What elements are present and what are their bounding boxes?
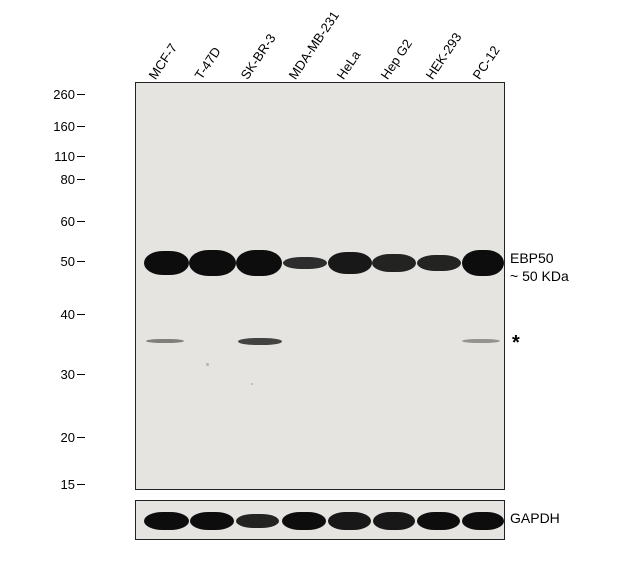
mw-tick: 60 [61,214,85,229]
noise-speck [251,383,253,385]
lane-label: SK-BR-3 [238,31,279,82]
mw-tick: 80 [61,172,85,187]
gapdh-band [190,512,234,530]
gapdh-band [236,514,279,528]
mw-tick-label: 160 [53,119,75,134]
nonspecific-band [146,339,184,343]
mw-tick-dash [77,156,85,157]
mw-tick-label: 20 [61,430,75,445]
ebp50-band [417,255,461,271]
ebp50-band [372,254,416,272]
mw-tick: 15 [61,477,85,492]
mw-tick-dash [77,179,85,180]
nonspecific-band [238,338,282,345]
mw-tick-dash [77,261,85,262]
gapdh-band [417,512,460,530]
mw-tick-label: 260 [53,87,75,102]
mw-tick: 40 [61,307,85,322]
mw-tick-dash [77,374,85,375]
lane-label: HeLa [334,48,364,82]
lane-label: Hep G2 [378,36,415,82]
mw-tick-label: 50 [61,254,75,269]
lane-labels-row: MCF-7 T-47D SK-BR-3 MDA-MB-231 HeLa Hep … [40,15,600,75]
mw-tick-label: 60 [61,214,75,229]
main-blot-membrane [135,82,505,490]
mw-tick-label: 40 [61,307,75,322]
lane-label: PC-12 [470,43,503,82]
mw-tick-label: 15 [61,477,75,492]
mw-tick-label: 30 [61,367,75,382]
lane-label: T-47D [192,44,224,82]
target-label-line2: ~ 50 KDa [510,268,569,284]
mw-tick: 30 [61,367,85,382]
ebp50-band [189,250,236,276]
ebp50-band [328,252,372,274]
mw-tick: 160 [53,119,85,134]
lane-label: HEK-293 [423,30,465,82]
mw-tick-dash [77,94,85,95]
gapdh-band [328,512,371,530]
target-label-line1: EBP50 [510,250,554,266]
mw-tick-dash [77,314,85,315]
mw-tick-dash [77,221,85,222]
gapdh-band [144,512,189,530]
mw-tick-dash [77,437,85,438]
ebp50-band [236,250,282,276]
mw-tick: 50 [61,254,85,269]
mw-tick-label: 110 [54,149,75,164]
ebp50-band [462,250,504,276]
gapdh-band [462,512,504,530]
mw-tick-label: 80 [61,172,75,187]
mw-tick-dash [77,126,85,127]
mw-tick: 260 [53,87,85,102]
nonspecific-band [462,339,500,343]
mw-tick: 110 [54,149,85,164]
nonspecific-band-marker: * [512,332,520,355]
gapdh-blot-membrane [135,500,505,540]
lane-label: MCF-7 [146,41,181,82]
gapdh-band [373,512,415,530]
gapdh-label: GAPDH [510,510,560,526]
ebp50-band [144,251,189,275]
lane-label: MDA-MB-231 [286,8,342,82]
mw-tick-dash [77,484,85,485]
gapdh-band [282,512,326,530]
mw-tick: 20 [61,430,85,445]
ebp50-band [283,257,327,269]
noise-speck [206,363,209,366]
